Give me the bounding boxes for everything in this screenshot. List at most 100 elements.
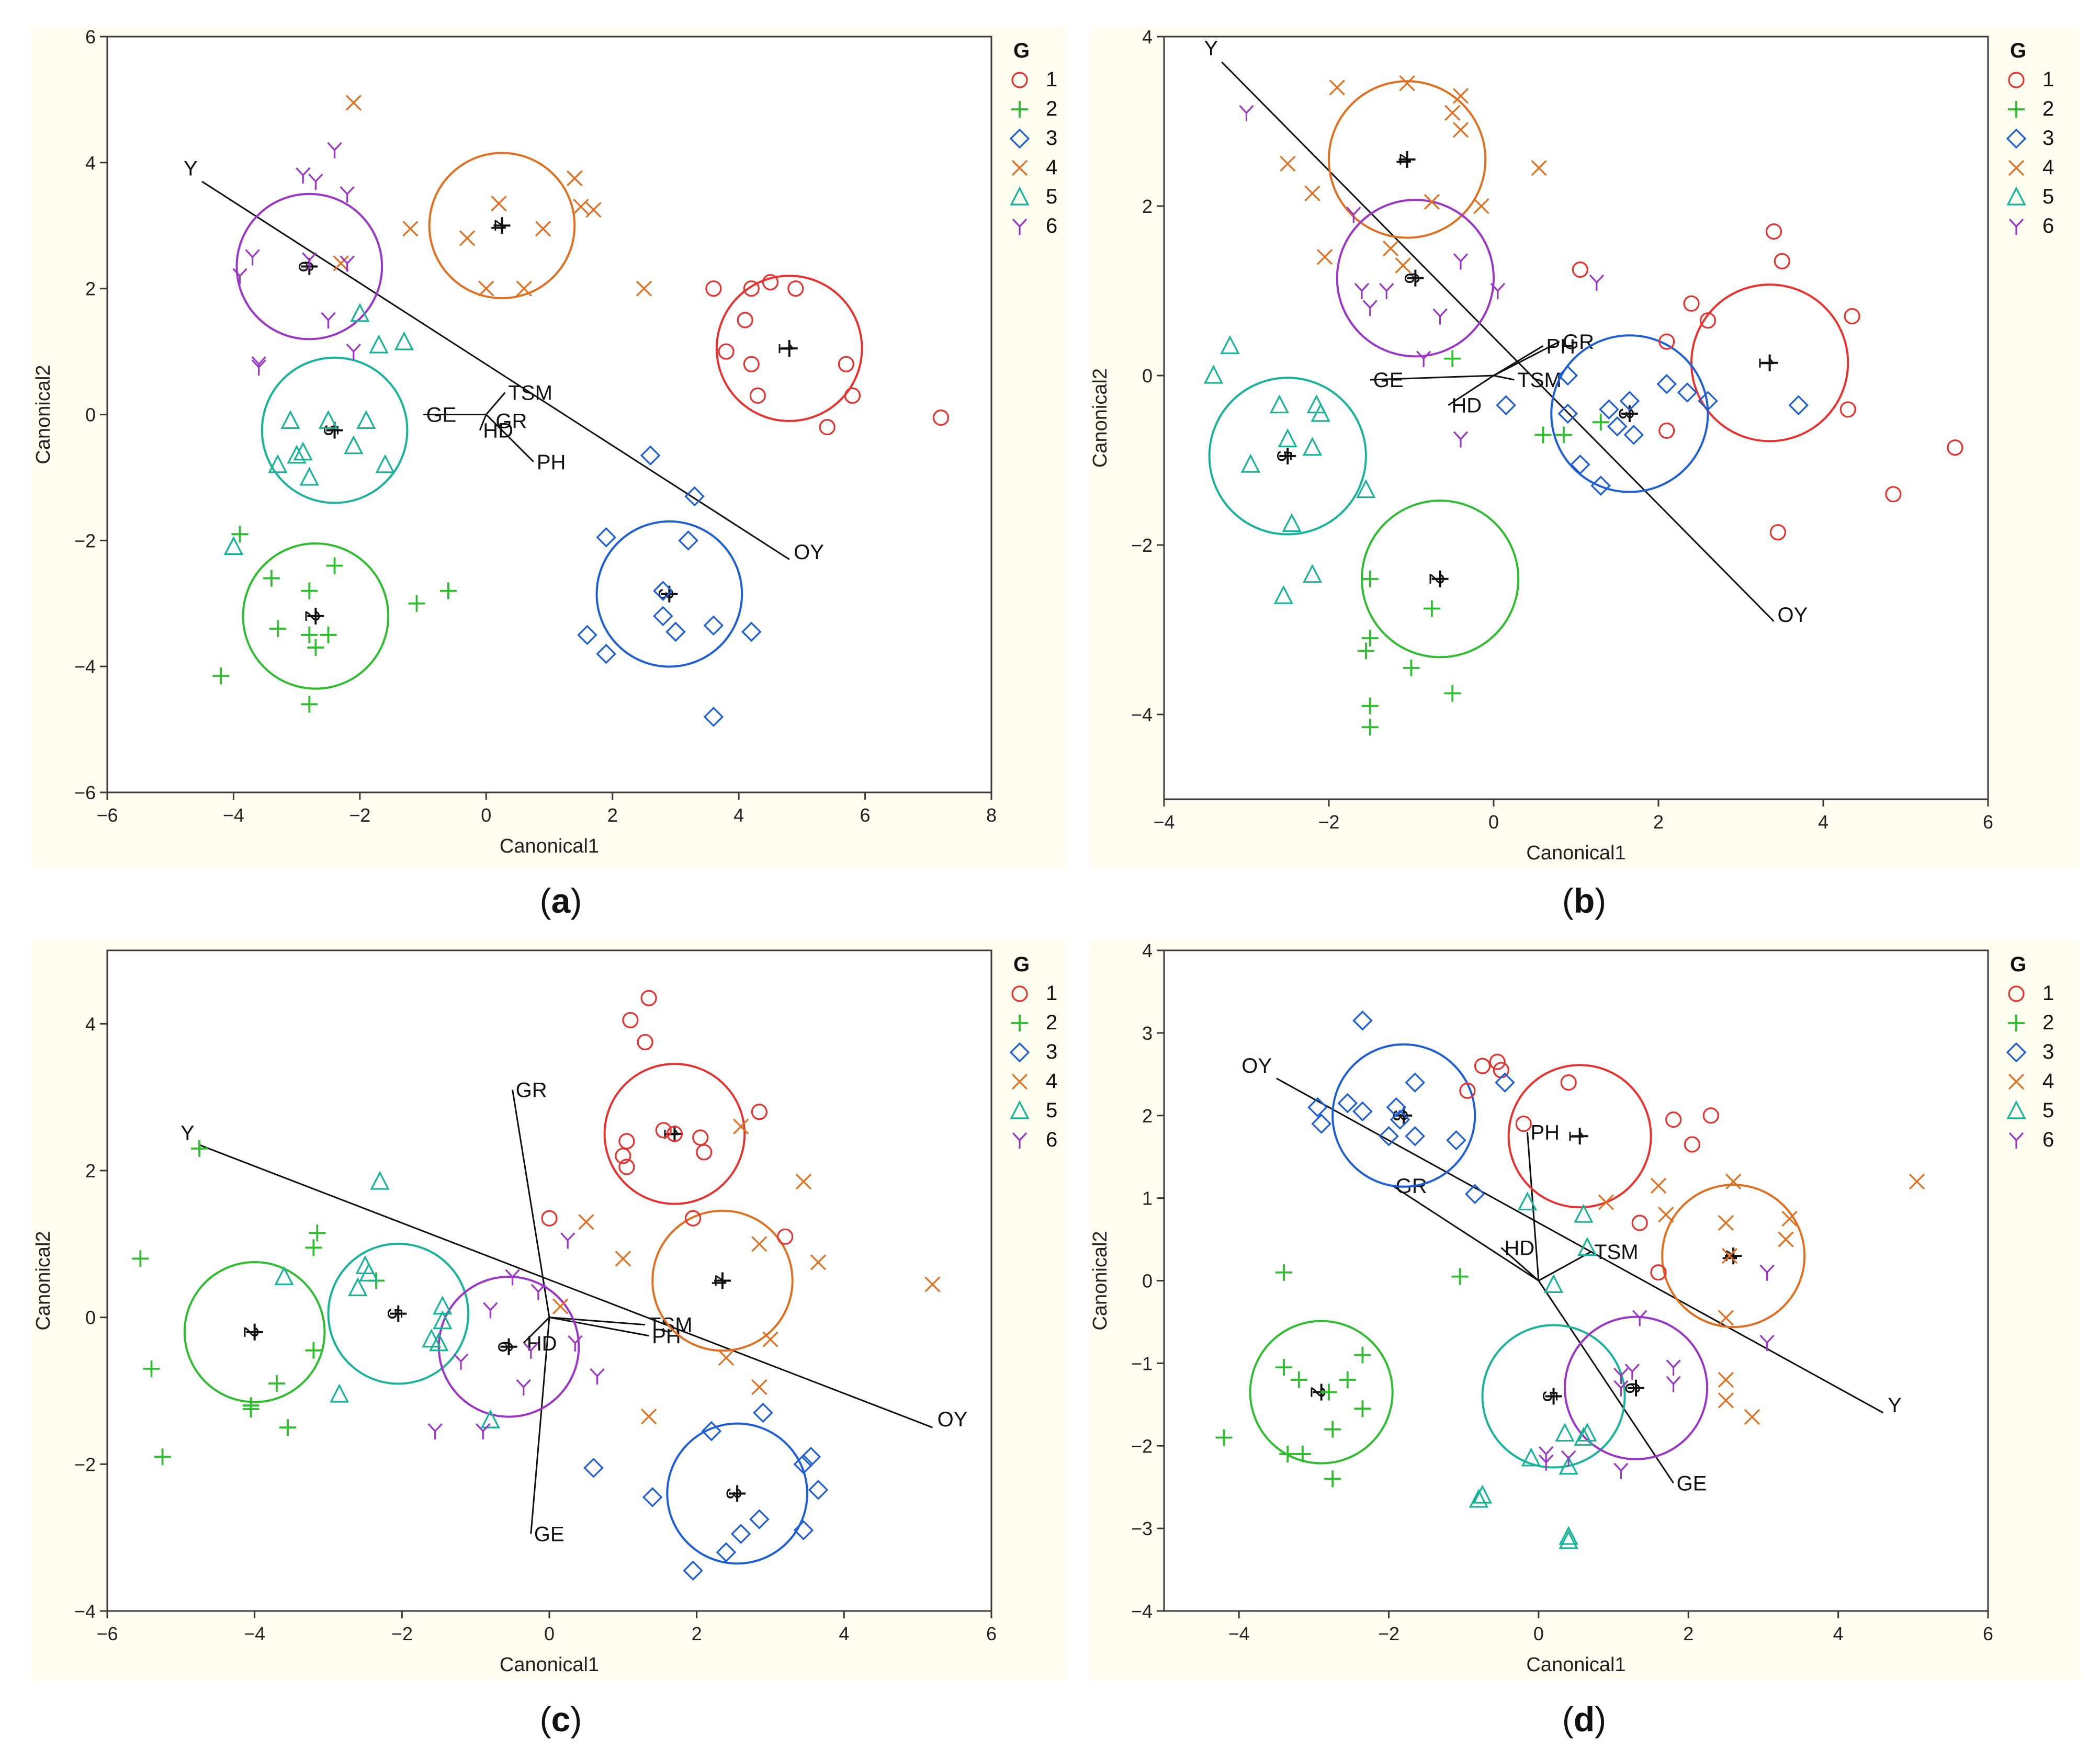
data-point-group-4 — [636, 280, 652, 297]
data-point-group-2 — [1444, 350, 1461, 367]
data-point-group-4 — [810, 1254, 827, 1270]
group-circle-1 — [1690, 283, 1849, 442]
data-point-group-3 — [1464, 1184, 1485, 1204]
legend-label-2: 2 — [2042, 97, 2054, 120]
group-mean-label: 6 — [1400, 273, 1423, 284]
data-point-group-3 — [1337, 1093, 1358, 1114]
data-point-group-1 — [743, 280, 760, 297]
data-point-group-3 — [583, 1458, 604, 1478]
data-point-group-3 — [703, 615, 724, 636]
legend-marker-4 — [1011, 1073, 1028, 1090]
data-point-group-3 — [753, 1402, 773, 1423]
x-tick-label: 2 — [1653, 811, 1664, 833]
data-point-group-3 — [1496, 395, 1516, 415]
data-point-group-4 — [1473, 198, 1489, 214]
data-point-group-6 — [1416, 350, 1431, 367]
group-circle-4 — [1328, 80, 1487, 239]
data-point-group-5 — [1269, 394, 1290, 414]
data-point-group-4 — [1304, 185, 1320, 201]
data-point-group-6 — [1490, 282, 1506, 299]
data-point-group-4 — [535, 221, 551, 237]
data-point-group-2 — [1215, 1429, 1233, 1446]
data-point-group-5 — [318, 410, 338, 429]
biplot-ray-tsm — [486, 392, 506, 415]
x-tick-label: −4 — [1153, 811, 1175, 833]
data-point-group-4 — [1778, 1231, 1794, 1247]
data-point-group-5 — [1240, 453, 1261, 473]
data-point-group-2 — [231, 526, 249, 543]
legend-label-4: 4 — [1046, 1070, 1057, 1093]
data-point-group-4 — [1718, 1310, 1734, 1326]
y-tick-label: −1 — [1131, 1353, 1153, 1374]
biplot-label-ge: GE — [1373, 369, 1404, 392]
biplot-label-y: Y — [1888, 1394, 1902, 1417]
y-tick-label: −4 — [74, 1601, 96, 1622]
data-point-group-3 — [1619, 391, 1640, 411]
data-point-group-5 — [1521, 1447, 1541, 1467]
data-point-group-2 — [1354, 1346, 1371, 1364]
data-point-group-4 — [1718, 1215, 1734, 1231]
data-point-group-6 — [1354, 282, 1370, 299]
data-point-group-4 — [1718, 1371, 1734, 1388]
chart-panel-b: −4 −2 0 2 4 6 −4 −2 0 2 4 Canonical1 Canonical2 Y OY GE… — [1089, 26, 2080, 869]
y-tick-label: 0 — [85, 404, 96, 426]
legend-marker-4 — [2008, 1073, 2025, 1090]
legend-label-3: 3 — [1046, 127, 1057, 150]
biplot-ray-hd — [523, 1317, 550, 1344]
biplot-ray-gr — [1392, 1185, 1539, 1281]
data-point-group-6 — [1666, 1359, 1681, 1376]
legend-label-4: 4 — [1046, 156, 1057, 179]
data-point-group-6 — [232, 268, 247, 285]
data-point-group-6 — [1759, 1334, 1775, 1351]
x-tick-label: 2 — [607, 804, 618, 826]
data-point-group-3 — [653, 606, 673, 627]
x-tick-label: −2 — [1378, 1623, 1399, 1644]
biplot-label-hd: HD — [1504, 1236, 1534, 1259]
data-point-group-6 — [1453, 253, 1469, 270]
data-point-group-6 — [346, 343, 361, 360]
data-point-group-5 — [299, 467, 319, 486]
data-point-group-2 — [1592, 414, 1609, 431]
data-point-group-6 — [1624, 1364, 1640, 1380]
data-point-group-3 — [642, 1487, 663, 1507]
biplot-label-tsm: TSM — [648, 1314, 692, 1337]
data-point-group-6 — [302, 252, 317, 269]
legend-marker-3 — [1009, 128, 1030, 149]
data-point-group-2 — [1361, 697, 1379, 714]
legend-marker-3 — [2006, 1042, 2027, 1063]
x-tick-label: 8 — [986, 804, 997, 826]
data-point-group-5 — [1472, 1484, 1493, 1504]
data-point-group-6 — [590, 1368, 605, 1384]
data-point-group-4 — [1650, 1177, 1667, 1194]
data-point-group-3 — [730, 1524, 751, 1544]
y-tick-label: 6 — [85, 26, 96, 48]
biplot-ray-y — [201, 180, 790, 560]
data-point-group-3 — [1590, 475, 1611, 496]
group-circle-6 — [1564, 1315, 1709, 1460]
data-point-group-4 — [1531, 160, 1547, 176]
panel-caption-d: (d) — [1562, 1700, 1606, 1739]
legend-label-1: 1 — [1046, 68, 1057, 91]
data-point-group-5 — [274, 1266, 294, 1286]
data-point-group-4 — [640, 1408, 657, 1425]
data-point-group-3 — [1557, 365, 1578, 386]
data-point-group-4 — [573, 198, 589, 215]
data-point-group-1 — [787, 280, 804, 297]
data-point-group-5 — [1559, 1526, 1578, 1545]
x-tick-label: 6 — [1983, 811, 1993, 833]
panel-caption-b: (b) — [1562, 881, 1606, 920]
legend-label-6: 6 — [1046, 214, 1057, 237]
biplot-label-gr: GR — [516, 1079, 547, 1102]
data-point-group-2 — [1357, 642, 1374, 660]
data-point-group-2 — [439, 582, 457, 599]
data-point-group-1 — [743, 356, 760, 372]
group-circle-4 — [651, 1209, 794, 1352]
data-point-group-2 — [132, 1250, 149, 1267]
data-point-group-6 — [1379, 282, 1394, 299]
plot-frame — [1163, 949, 1989, 1612]
group-mean-label: 5 — [1272, 450, 1295, 462]
data-point-group-1 — [1474, 1058, 1491, 1074]
data-point-group-5 — [356, 410, 376, 429]
data-point-group-4 — [345, 95, 362, 111]
